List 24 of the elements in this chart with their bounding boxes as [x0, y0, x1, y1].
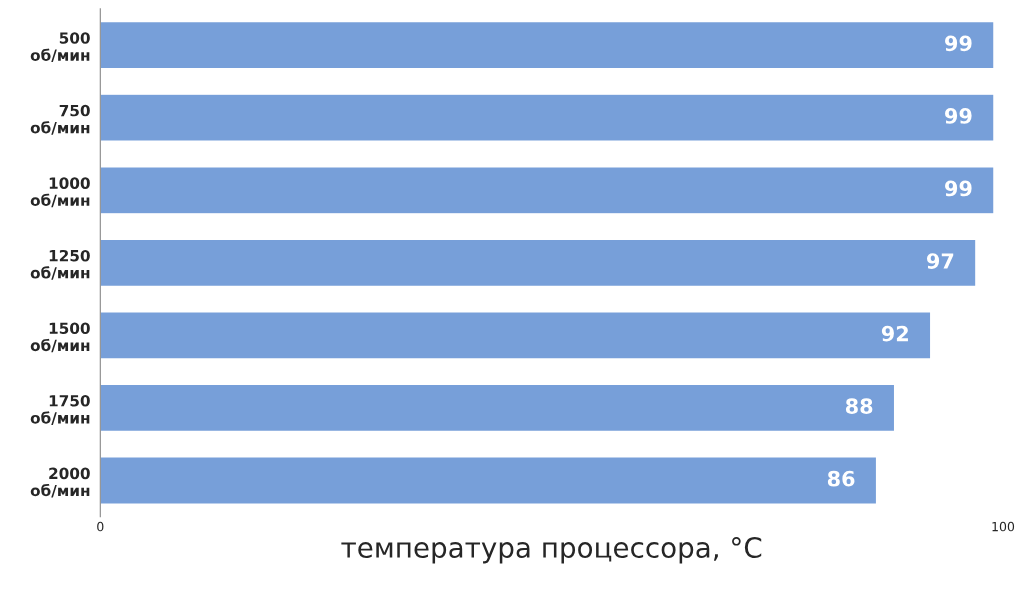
- data-label: 88: [845, 398, 873, 414]
- y-tick-label: 1000 об/мин: [30, 177, 90, 208]
- data-label: 99: [945, 108, 972, 124]
- bar: [100, 93, 995, 143]
- data-label: 99: [945, 35, 972, 52]
- data-label: 97: [926, 253, 954, 269]
- bar: [100, 311, 932, 360]
- data-label: 92: [881, 325, 908, 342]
- y-tick-label: 1500 об/мин: [30, 322, 90, 353]
- y-tick-label: 2000 об/мин: [30, 467, 90, 498]
- bar: [100, 20, 995, 70]
- data-label: 99: [945, 180, 972, 197]
- x-tick-label: 100: [992, 521, 1015, 532]
- data-label: 86: [827, 470, 855, 487]
- y-tick-label: 500 об/мин: [30, 32, 90, 63]
- y-tick-label: 1250 об/мин: [30, 249, 90, 280]
- x-axis-title: температура процессора, °C: [341, 537, 762, 564]
- bar: [100, 238, 977, 288]
- bar: [100, 456, 878, 505]
- x-tick-label: 0: [97, 521, 104, 532]
- y-tick-label: 1750 об/мин: [30, 395, 90, 425]
- y-tick-label: 750 об/мин: [30, 104, 90, 135]
- bar: [100, 383, 896, 433]
- bar: [100, 166, 995, 215]
